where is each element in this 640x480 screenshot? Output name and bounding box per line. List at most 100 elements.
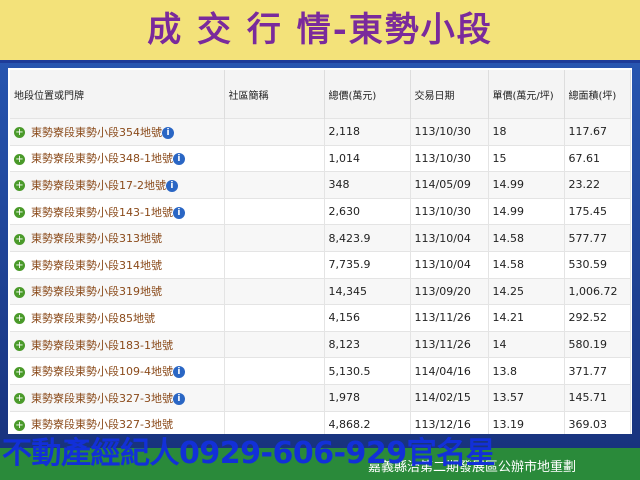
- info-icon[interactable]: i: [162, 126, 174, 139]
- expand-icon[interactable]: +: [14, 313, 25, 325]
- date-cell: 114/05/09: [410, 171, 489, 199]
- table-row: + 東勢寮段東勢小段17-2地號 i 348 114/05/09 14.99 23.22: [10, 171, 631, 199]
- community-cell: [224, 197, 325, 225]
- location-cell: + 東勢寮段東勢小段348-1地號 i: [10, 144, 225, 172]
- unit-price-cell: 14.25: [488, 277, 565, 305]
- date-cell: 113/10/30: [410, 197, 489, 225]
- unit-price-cell: 14.99: [488, 197, 565, 225]
- location-cell: + 東勢寮段東勢小段183-1地號: [10, 330, 225, 358]
- expand-icon[interactable]: +: [14, 393, 25, 405]
- expand-icon[interactable]: +: [14, 260, 25, 272]
- area-cell: 145.71: [564, 383, 631, 412]
- unit-price-cell: 14.58: [488, 250, 565, 279]
- unit-price-cell: 14.58: [488, 224, 565, 252]
- location-cell: + 東勢寮段東勢小段143-1地號 i: [10, 197, 225, 225]
- expand-icon[interactable]: +: [14, 340, 25, 352]
- unit-price-cell: 13.57: [488, 383, 565, 412]
- community-cell: [224, 410, 325, 434]
- total-cell: 5,130.5: [324, 357, 411, 385]
- info-icon[interactable]: i: [172, 366, 185, 379]
- overlay-text: 不動產經紀人0929-606-929官名星: [2, 436, 496, 471]
- column-label: 社區簡稱: [228, 90, 269, 102]
- column-header: 總面積(坪): [564, 70, 631, 119]
- area-cell: 369.03: [564, 410, 631, 434]
- community-cell: [224, 383, 325, 412]
- date-cell: 113/10/30: [410, 118, 489, 146]
- date-cell: 113/10/04: [410, 250, 489, 279]
- date-cell: 113/11/26: [410, 330, 489, 358]
- location-cell: + 東勢寮段東勢小段319地號: [10, 277, 225, 305]
- table-row: + 東勢寮段東勢小段348-1地號 i 1,014 113/10/30 15 67.61: [10, 144, 631, 172]
- community-cell: [224, 357, 325, 385]
- column-label: 單價(萬元/坪): [492, 90, 554, 102]
- community-cell: [224, 171, 325, 199]
- header-row: 地段位置或門牌 社區簡稱 總價(萬元) 交易日期 單價(萬元/坪) 總面積(坪): [10, 70, 631, 119]
- table-body: + 東勢寮段東勢小段354地號 i 2,118 113/10/30 18 117.67 + 東勢…: [10, 118, 631, 434]
- unit-price-cell: 14.99: [488, 171, 565, 199]
- total-cell: 4,868.2: [324, 410, 411, 434]
- unit-price-cell: 13.8: [488, 357, 565, 385]
- column-header: 社區簡稱: [224, 70, 325, 119]
- total-cell: 14,345: [324, 277, 411, 305]
- column-label: 地段位置或門牌: [14, 90, 84, 102]
- table-row: + 東勢寮段東勢小段143-1地號 i 2,630 113/10/30 14.99 175.…: [10, 197, 631, 225]
- community-cell: [224, 330, 325, 358]
- column-header: 總價(萬元): [324, 70, 411, 119]
- column-label: 總面積(坪): [568, 90, 617, 102]
- expand-icon[interactable]: +: [14, 127, 25, 139]
- date-cell: 113/09/20: [410, 277, 489, 305]
- table-row: + 東勢寮段東勢小段319地號 14,345 113/09/20 14.25 1,006.…: [10, 277, 631, 305]
- total-cell: 7,735.9: [324, 250, 411, 279]
- date-cell: 114/02/15: [410, 383, 489, 412]
- info-icon[interactable]: i: [172, 206, 185, 219]
- location: 東勢寮段東勢小段314地號: [31, 258, 162, 272]
- location: 東勢寮段東勢小段109-4地號: [31, 365, 173, 379]
- date-cell: 113/12/16: [410, 410, 489, 434]
- community-cell: [224, 224, 325, 252]
- community-cell: [224, 144, 325, 172]
- expand-icon[interactable]: +: [14, 366, 25, 378]
- location: 東勢寮段東勢小段327-3地號: [31, 418, 173, 432]
- unit-price-cell: 13.19: [488, 410, 565, 434]
- location: 東勢寮段東勢小段327-3地號: [31, 391, 173, 405]
- info-icon[interactable]: i: [172, 392, 185, 405]
- info-icon[interactable]: i: [172, 153, 185, 166]
- expand-icon[interactable]: +: [14, 207, 25, 219]
- table-row: + 東勢寮段東勢小段313地號 8,423.9 113/10/04 14.58 577.7…: [10, 224, 631, 252]
- column-header: 交易日期: [410, 70, 489, 119]
- location: 東勢寮段東勢小段354地號: [31, 125, 162, 139]
- area-cell: 292.52: [564, 304, 631, 332]
- date-cell: 114/04/16: [410, 357, 489, 385]
- unit-price-cell: 14.21: [488, 304, 565, 332]
- expand-icon[interactable]: +: [14, 153, 25, 165]
- location: 東勢寮段東勢小段85地號: [31, 311, 155, 325]
- info-icon[interactable]: i: [165, 179, 178, 192]
- area-cell: 117.67: [564, 118, 631, 146]
- caption: 嘉義縣治第二期發展區公辦市地重劃: [368, 460, 577, 475]
- community-cell: [224, 277, 325, 305]
- total-cell: 8,423.9: [324, 224, 411, 252]
- table-row: + 東勢寮段東勢小段327-3地號 4,868.2 113/12/16 13.19 369…: [10, 410, 631, 434]
- column-header: 單價(萬元/坪): [488, 70, 565, 119]
- footer-bar: [0, 448, 640, 480]
- expand-icon[interactable]: +: [14, 233, 25, 245]
- column-label: 交易日期: [414, 90, 455, 102]
- table-row: + 東勢寮段東勢小段85地號 4,156 113/11/26 14.21 292.52: [10, 304, 631, 332]
- location-cell: + 東勢寮段東勢小段109-4地號 i: [10, 357, 225, 385]
- expand-icon[interactable]: +: [14, 419, 25, 431]
- community-cell: [224, 118, 325, 146]
- expand-icon[interactable]: +: [14, 286, 25, 298]
- location: 東勢寮段東勢小段143-1地號: [31, 205, 173, 219]
- table: 地段位置或門牌 社區簡稱 總價(萬元) 交易日期 單價(萬元/坪) 總面積(坪) + 東勢寮…: [10, 70, 631, 434]
- location: 東勢寮段東勢小段183-1地號: [31, 338, 173, 352]
- location-cell: + 東勢寮段東勢小段313地號: [10, 224, 225, 252]
- location-cell: + 東勢寮段東勢小段314地號: [10, 250, 225, 279]
- area-cell: 577.77: [564, 224, 631, 252]
- expand-icon[interactable]: +: [14, 180, 25, 192]
- location: 東勢寮段東勢小段348-1地號: [31, 152, 173, 166]
- area-cell: 23.22: [564, 171, 631, 199]
- table-row: + 東勢寮段東勢小段327-3地號 i 1,978 114/02/15 13.57 145.…: [10, 383, 631, 412]
- column-header: 地段位置或門牌: [10, 70, 225, 119]
- table-row: + 東勢寮段東勢小段314地號 7,735.9 113/10/04 14.58 530.5…: [10, 250, 631, 279]
